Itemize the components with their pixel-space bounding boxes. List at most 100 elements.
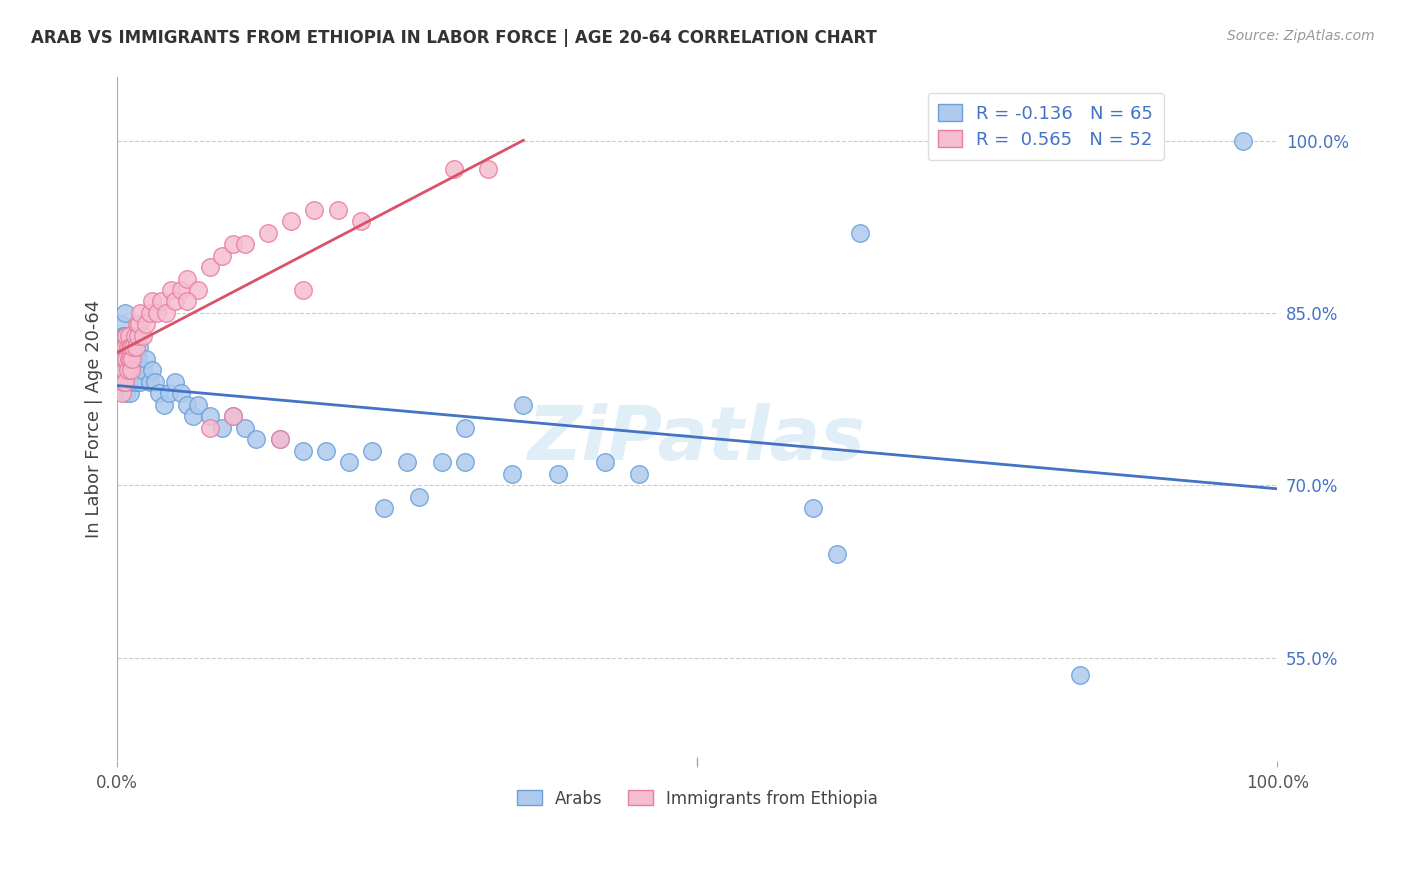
Point: [128, 341, 150, 355]
Point: [114, 341, 136, 355]
Y-axis label: In Labor Force | Age 20-64: In Labor Force | Age 20-64: [86, 300, 103, 539]
Point: [115, 329, 138, 343]
Point: [628, 467, 651, 481]
Point: [122, 341, 145, 355]
Point: [547, 467, 569, 481]
Point: [159, 283, 181, 297]
Point: [120, 363, 142, 377]
Point: [111, 363, 134, 377]
Point: [181, 409, 204, 424]
Point: [198, 260, 221, 274]
Point: [125, 363, 148, 377]
Point: [127, 329, 149, 343]
Point: [165, 375, 187, 389]
Point: [233, 237, 256, 252]
Point: [125, 341, 148, 355]
Point: [593, 455, 616, 469]
Point: [211, 421, 233, 435]
Point: [222, 409, 245, 424]
Point: [801, 501, 824, 516]
Point: [117, 363, 139, 377]
Point: [112, 363, 135, 377]
Point: [222, 409, 245, 424]
Point: [117, 341, 139, 355]
Point: [127, 351, 149, 366]
Point: [187, 398, 209, 412]
Point: [115, 363, 138, 377]
Point: [454, 455, 477, 469]
Point: [477, 162, 499, 177]
Point: [118, 386, 141, 401]
Point: [125, 375, 148, 389]
Text: ARAB VS IMMIGRANTS FROM ETHIOPIA IN LABOR FORCE | AGE 20-64 CORRELATION CHART: ARAB VS IMMIGRANTS FROM ETHIOPIA IN LABO…: [31, 29, 877, 46]
Point: [135, 318, 157, 332]
Point: [135, 351, 157, 366]
Point: [118, 329, 141, 343]
Point: [1069, 668, 1091, 682]
Point: [443, 162, 465, 177]
Point: [125, 318, 148, 332]
Point: [512, 398, 534, 412]
Point: [129, 306, 152, 320]
Point: [170, 386, 193, 401]
Point: [118, 351, 141, 366]
Point: [111, 329, 134, 343]
Point: [124, 351, 146, 366]
Point: [132, 363, 155, 377]
Point: [350, 214, 373, 228]
Point: [198, 409, 221, 424]
Point: [132, 329, 155, 343]
Point: [118, 351, 141, 366]
Point: [124, 329, 146, 343]
Point: [269, 433, 291, 447]
Point: [115, 386, 138, 401]
Point: [111, 341, 134, 355]
Point: [152, 398, 174, 412]
Point: [291, 443, 314, 458]
Point: [269, 433, 291, 447]
Point: [112, 351, 135, 366]
Point: [117, 341, 139, 355]
Point: [361, 443, 384, 458]
Point: [849, 226, 872, 240]
Point: [129, 375, 152, 389]
Point: [120, 351, 142, 366]
Point: [373, 501, 395, 516]
Point: [128, 318, 150, 332]
Point: [430, 455, 453, 469]
Point: [825, 547, 848, 561]
Point: [110, 318, 132, 332]
Point: [155, 306, 177, 320]
Point: [120, 375, 142, 389]
Point: [138, 306, 160, 320]
Point: [165, 294, 187, 309]
Point: [118, 329, 141, 343]
Point: [121, 363, 143, 377]
Point: [326, 202, 349, 217]
Point: [233, 421, 256, 435]
Point: [176, 398, 198, 412]
Point: [111, 386, 134, 401]
Point: [112, 375, 135, 389]
Point: [141, 294, 163, 309]
Point: [198, 421, 221, 435]
Point: [170, 283, 193, 297]
Point: [245, 433, 267, 447]
Point: [257, 226, 280, 240]
Point: [1232, 134, 1254, 148]
Point: [150, 294, 173, 309]
Point: [176, 294, 198, 309]
Point: [111, 375, 134, 389]
Point: [122, 341, 145, 355]
Text: Source: ZipAtlas.com: Source: ZipAtlas.com: [1227, 29, 1375, 43]
Point: [114, 375, 136, 389]
Point: [211, 248, 233, 262]
Text: ZiPatlas: ZiPatlas: [529, 403, 866, 476]
Point: [117, 375, 139, 389]
Point: [114, 306, 136, 320]
Point: [141, 363, 163, 377]
Point: [145, 306, 167, 320]
Point: [145, 375, 167, 389]
Point: [148, 386, 170, 401]
Point: [114, 329, 136, 343]
